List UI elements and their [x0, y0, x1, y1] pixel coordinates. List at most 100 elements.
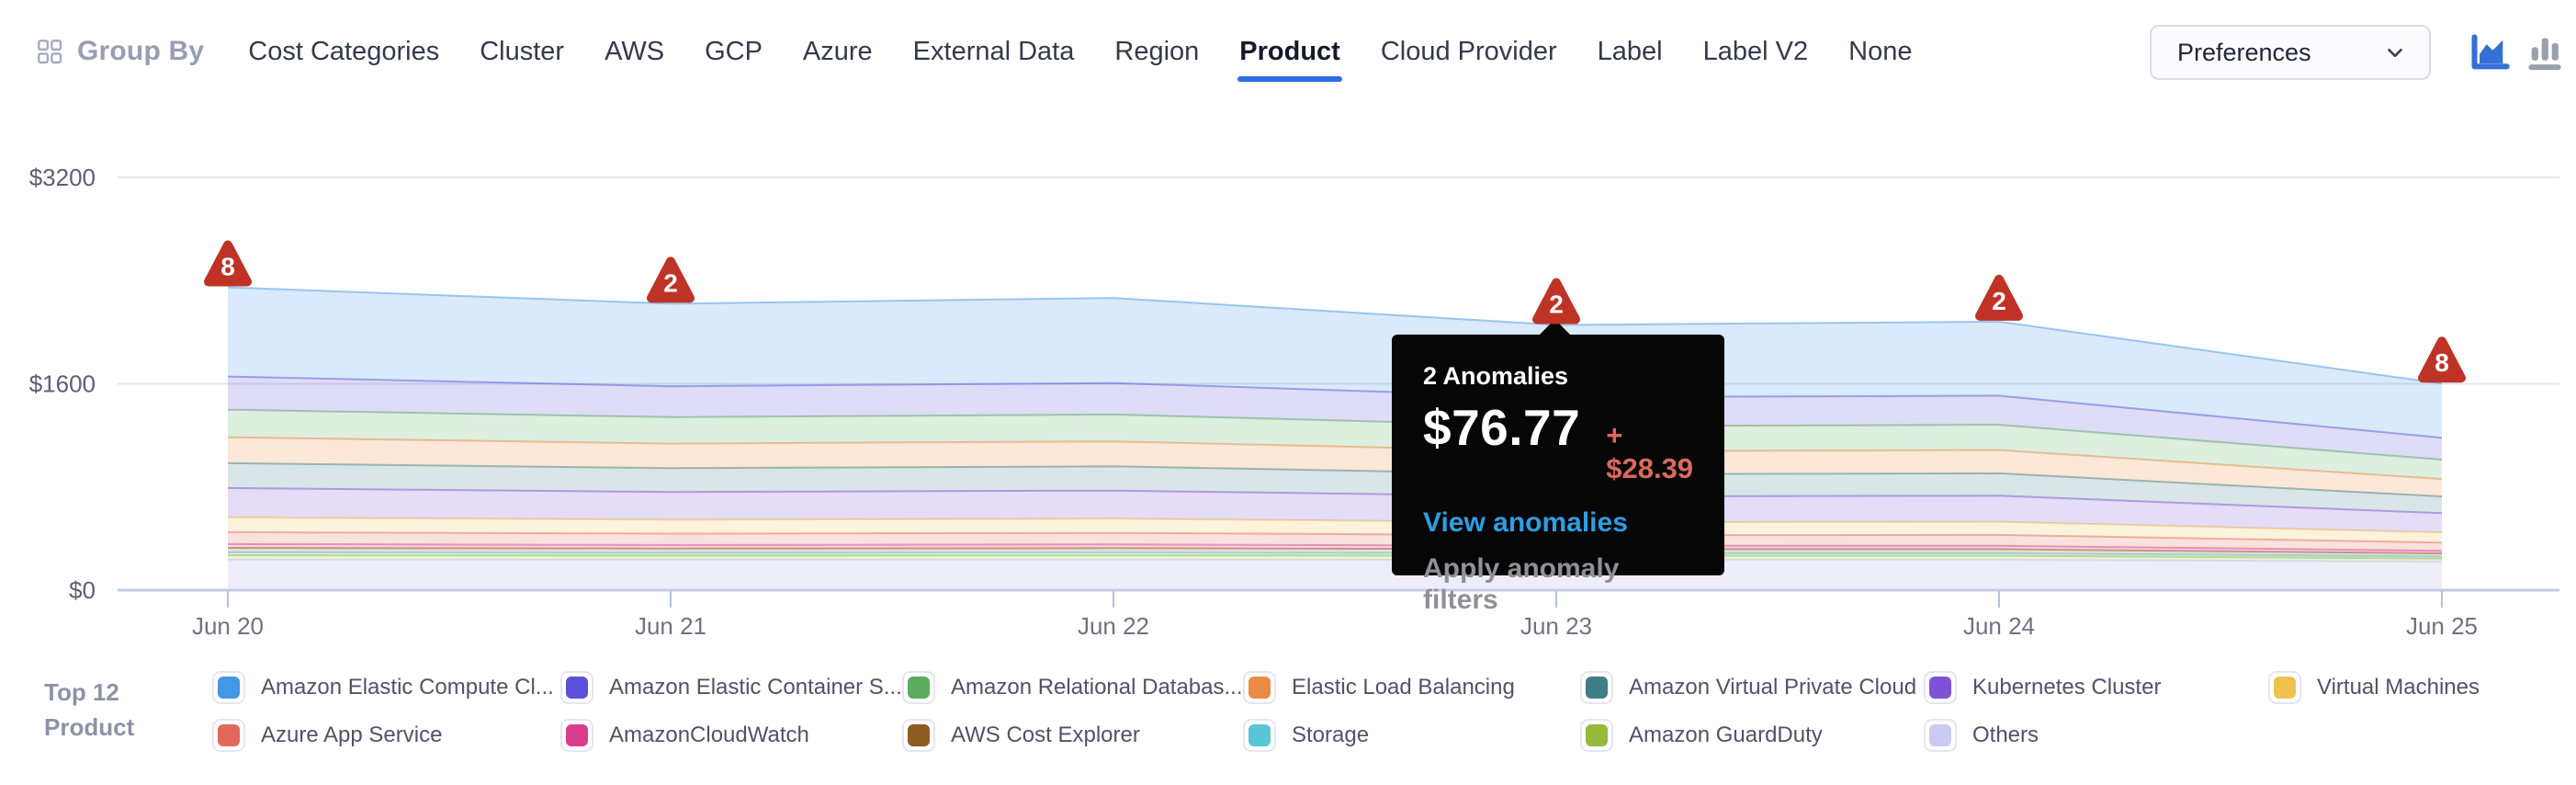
- y-tick-label: $0: [69, 576, 96, 604]
- area-band-azure-app-service: [228, 531, 2442, 552]
- tab-cluster[interactable]: Cluster: [480, 36, 565, 66]
- legend-item-amazon-elastic-compute-cl[interactable]: Amazon Elastic Compute Cl...: [212, 671, 554, 704]
- legend-item-amazon-elastic-container-s[interactable]: Amazon Elastic Container S...: [560, 671, 902, 704]
- legend-title-line2: Product: [44, 713, 135, 741]
- tab-region[interactable]: Region: [1114, 36, 1200, 66]
- legend-label: Virtual Machines: [2317, 675, 2480, 700]
- legend-swatch: [212, 719, 245, 752]
- legend-label: AmazonCloudWatch: [609, 722, 809, 747]
- legend-label: Elastic Load Balancing: [1292, 675, 1515, 700]
- legend-swatch: [1580, 719, 1613, 752]
- legend-item-kubernetes-cluster[interactable]: Kubernetes Cluster: [1924, 671, 2161, 704]
- legend-item-amazon-guardduty[interactable]: Amazon GuardDuty: [1580, 719, 1823, 752]
- area-band-edge-amazon-relational-databas: [227, 408, 2443, 461]
- area-band-virtual-machines: [228, 517, 2442, 543]
- legend-swatch-color: [1248, 724, 1271, 746]
- x-tick-label: Jun 21: [635, 612, 706, 640]
- area-band-edge-azure-app-service: [227, 530, 2443, 544]
- top-nav-bar: Group By Cost Categories Cluster AWS GCP Azu…: [0, 0, 2576, 103]
- legend-item-azure-app-service[interactable]: Azure App Service: [212, 719, 442, 752]
- tab-gcp[interactable]: GCP: [705, 36, 763, 66]
- area-band-amazon-virtual-private-cloud: [228, 462, 2442, 514]
- x-tick-label: Jun 22: [1078, 612, 1149, 640]
- legend-swatch: [1243, 671, 1276, 704]
- tooltip-amount-row: $76.77 + $28.39: [1423, 398, 1697, 485]
- legend-label: Azure App Service: [261, 722, 443, 747]
- area-band-edge-virtual-machines: [227, 516, 2443, 534]
- legend-label: Amazon Relational Databas...: [951, 675, 1243, 700]
- area-band-edge-storage: [227, 552, 2443, 558]
- legend-swatch: [1924, 719, 1957, 752]
- tab-aws[interactable]: AWS: [604, 36, 665, 66]
- bar-chart-icon[interactable]: [2525, 33, 2565, 74]
- legend-item-virtual-machines[interactable]: Virtual Machines: [2268, 671, 2480, 704]
- area-band-edge-kubernetes-cluster: [227, 486, 2443, 515]
- legend-swatch: [560, 671, 593, 704]
- legend-swatch-color: [1586, 724, 1608, 746]
- legend-swatch-color: [1586, 677, 1608, 699]
- area-band-elastic-load-balancing: [228, 437, 2442, 496]
- area-band-others: [228, 560, 2442, 590]
- area-band-edge-amazon-guardduty: [227, 554, 2443, 560]
- group-by: Group By: [35, 36, 204, 67]
- legend-swatch-color: [908, 724, 930, 746]
- area-band-edge-aws-cost-explorer: [227, 547, 2443, 554]
- area-band-amazon-elastic-container-s: [228, 376, 2442, 460]
- legend-item-storage[interactable]: Storage: [1243, 719, 1369, 752]
- legend-title-line1: Top 12: [44, 678, 119, 706]
- group-by-tabs: Cost Categories Cluster AWS GCP Azure Externa…: [248, 36, 1913, 82]
- apply-anomaly-filters-action[interactable]: Apply anomaly filters: [1423, 553, 1620, 615]
- legend-label: Amazon GuardDuty: [1629, 722, 1823, 747]
- legend-swatch-color: [218, 677, 240, 699]
- x-tick-label: Jun 24: [1963, 612, 2035, 640]
- area-band-edge-amazon-elastic-compute-cl: [227, 286, 2443, 385]
- legend-swatch: [212, 671, 245, 704]
- legend-swatch: [902, 671, 935, 704]
- tab-cloud-provider[interactable]: Cloud Provider: [1380, 36, 1557, 66]
- tab-external-data[interactable]: External Data: [912, 36, 1075, 66]
- group-by-label: Group By: [77, 36, 205, 66]
- area-band-amazon-elastic-compute-cl: [228, 287, 2442, 438]
- legend-swatch: [1580, 671, 1613, 704]
- area-band-amazon-guardduty: [228, 555, 2442, 563]
- view-anomalies-link[interactable]: View anomalies: [1423, 507, 1628, 538]
- tab-label[interactable]: Label: [1597, 36, 1663, 66]
- tooltip-delta: + $28.39: [1606, 419, 1694, 484]
- legend-swatch-color: [2274, 677, 2296, 699]
- x-tick-label: Jun 23: [1520, 612, 1592, 640]
- legend-swatch: [902, 719, 935, 752]
- legend-item-elastic-load-balancing[interactable]: Elastic Load Balancing: [1243, 671, 1515, 704]
- tab-none[interactable]: None: [1848, 36, 1913, 66]
- legend-swatch: [1243, 719, 1276, 752]
- area-band-kubernetes-cluster: [228, 487, 2442, 533]
- legend-item-amazoncloudwatch[interactable]: AmazonCloudWatch: [560, 719, 809, 752]
- legend-item-others[interactable]: Others: [1924, 719, 2039, 752]
- tab-product[interactable]: Product: [1237, 36, 1342, 82]
- area-band-edge-amazon-elastic-container-s: [227, 375, 2443, 439]
- area-band-edge-elastic-load-balancing: [227, 436, 2443, 481]
- legend-swatch-color: [908, 677, 930, 699]
- tab-cost-categories[interactable]: Cost Categories: [248, 36, 440, 66]
- tab-label-v2[interactable]: Label V2: [1702, 36, 1809, 66]
- legend-swatch-color: [218, 724, 240, 746]
- legend-item-amazon-virtual-private-cloud[interactable]: Amazon Virtual Private Cloud: [1580, 671, 1916, 704]
- legend-item-amazon-relational-databas[interactable]: Amazon Relational Databas...: [902, 671, 1243, 704]
- legend-swatch: [2268, 671, 2301, 704]
- area-band-edge-others: [228, 559, 2443, 563]
- legend-swatch-color: [566, 724, 588, 746]
- preferences-button[interactable]: Preferences: [2150, 25, 2431, 80]
- tab-azure[interactable]: Azure: [802, 36, 873, 66]
- legend-swatch-color: [1929, 677, 1951, 699]
- legend-label: Amazon Elastic Container S...: [609, 675, 902, 700]
- area-chart-icon[interactable]: [2469, 33, 2510, 74]
- group-by-grid-icon: [38, 40, 62, 64]
- area-band-amazon-relational-databas: [228, 409, 2442, 480]
- legend-label: Kubernetes Cluster: [1972, 675, 2162, 700]
- x-tick-label: Jun 20: [192, 612, 264, 640]
- tooltip-amount: $76.77: [1423, 399, 1581, 456]
- chevron-down-icon: [2388, 48, 2402, 58]
- legend-item-aws-cost-explorer[interactable]: AWS Cost Explorer: [902, 719, 1140, 752]
- legend-swatch-color: [1248, 677, 1271, 699]
- legend-swatch: [560, 719, 593, 752]
